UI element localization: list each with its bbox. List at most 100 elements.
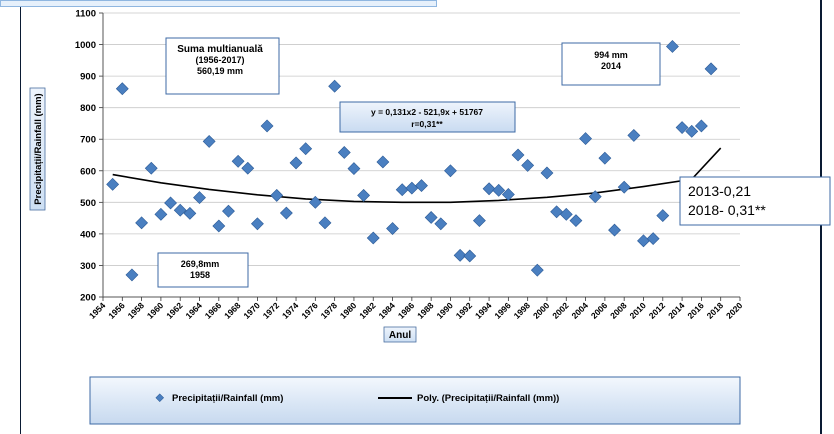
data-point	[530, 263, 544, 277]
data-point	[704, 62, 718, 76]
data-point	[125, 268, 139, 282]
corr-line-1: 2013-0,21	[688, 183, 751, 199]
max-line-1: 994 mm	[594, 50, 628, 60]
data-point	[675, 121, 689, 134]
corr-line-2: 2018- 0,31**	[688, 202, 766, 218]
data-point	[231, 154, 245, 168]
data-point	[164, 196, 177, 210]
legend-marker-diamond	[155, 393, 164, 402]
x-tick-label: 1992	[454, 300, 475, 321]
x-tick-label: 1984	[377, 300, 398, 321]
x-tick-label: 1968	[222, 300, 243, 321]
data-point	[241, 161, 255, 175]
y-tick-label: 1000	[75, 40, 96, 51]
data-point	[666, 40, 679, 53]
data-point	[222, 204, 235, 218]
x-tick-label: 2018	[705, 300, 726, 321]
correlation-years-annotation: 2013-0,21 2018- 0,31**	[679, 176, 831, 226]
data-point	[395, 183, 409, 197]
sum-line-3: 560,19 mm	[197, 66, 243, 76]
data-point	[637, 234, 650, 248]
data-point	[328, 79, 342, 93]
x-tick-label: 2004	[570, 300, 591, 321]
x-tick-label: 1996	[492, 300, 513, 321]
data-point	[193, 191, 206, 205]
data-point	[453, 248, 467, 262]
top-bar	[0, 0, 437, 7]
x-tick-label: 1972	[261, 300, 282, 321]
x-tick-label: 2002	[550, 300, 571, 321]
x-tick-label: 2014	[666, 300, 687, 321]
x-tick-label: 1958	[126, 300, 147, 321]
data-point	[135, 216, 149, 230]
data-point	[154, 207, 168, 221]
x-tick-label: 1982	[357, 300, 378, 321]
data-point	[183, 206, 197, 220]
x-axis-title-text: Anul	[389, 330, 411, 341]
data-point	[482, 182, 496, 196]
data-point	[357, 188, 371, 202]
data-point	[318, 216, 332, 230]
y-axis-title-text: Precipitații/Rainfall (mm)	[33, 93, 44, 204]
x-axis-title: Anul	[383, 326, 417, 343]
data-point	[347, 162, 361, 175]
y-tick-label: 900	[80, 72, 96, 83]
y-tick-label: 200	[80, 293, 96, 304]
data-point	[694, 119, 708, 133]
data-point	[106, 177, 120, 191]
correlation-text: r=0,31**	[411, 119, 443, 129]
y-tick-label: 700	[80, 135, 96, 146]
data-point	[270, 188, 284, 202]
legend: Precipitații/Rainfall (mm) Poly. (Precip…	[89, 376, 741, 425]
data-point	[463, 249, 477, 263]
x-tick-label: 1976	[299, 300, 320, 321]
x-tick-label: 1988	[415, 300, 436, 321]
data-point	[289, 156, 303, 170]
trendline	[112, 147, 722, 204]
legend-label-series: Precipitații/Rainfall (mm)	[172, 393, 283, 404]
y-tick-label: 500	[80, 198, 96, 209]
data-point	[415, 179, 428, 193]
x-tick-label: 1990	[434, 300, 455, 321]
x-tick-label: 2020	[724, 300, 745, 321]
data-point	[366, 231, 380, 245]
data-points	[106, 40, 718, 282]
data-point	[559, 207, 573, 221]
x-tick-label: 1964	[183, 300, 204, 321]
data-point	[212, 219, 226, 233]
data-point	[250, 217, 264, 231]
equation-text: y = 0,131x2 - 521,9x + 51767	[371, 107, 483, 117]
data-point	[569, 214, 583, 228]
data-point	[434, 217, 448, 231]
data-point	[444, 164, 457, 178]
data-point	[144, 161, 158, 175]
data-point	[608, 223, 621, 237]
x-tick-label: 1966	[203, 300, 224, 321]
data-point	[472, 214, 486, 228]
legend-label-poly: Poly. (Precipitații/Rainfall (mm))	[417, 393, 559, 404]
axes	[99, 12, 741, 301]
data-point	[299, 142, 313, 156]
min-line-1: 269,8mm	[181, 259, 220, 269]
data-point	[501, 188, 515, 201]
data-point	[646, 232, 660, 246]
data-point	[656, 209, 670, 223]
x-tick-label: 1994	[473, 300, 494, 321]
data-point	[405, 181, 419, 195]
data-point	[685, 124, 699, 138]
x-tick-label: 2010	[627, 300, 648, 321]
min-line-2: 1958	[190, 270, 210, 280]
data-point	[579, 132, 593, 146]
x-tick-label: 1956	[106, 300, 127, 321]
data-point	[598, 151, 612, 165]
y-tick-label: 800	[80, 103, 96, 114]
x-tick-label: 2008	[608, 300, 629, 321]
data-point	[511, 148, 525, 162]
data-point	[550, 205, 564, 219]
x-tick-label: 1978	[319, 300, 340, 321]
x-tick-labels: 1954195619581960196219641966196819701972…	[87, 300, 745, 321]
data-point	[337, 146, 351, 159]
data-point	[492, 183, 506, 197]
